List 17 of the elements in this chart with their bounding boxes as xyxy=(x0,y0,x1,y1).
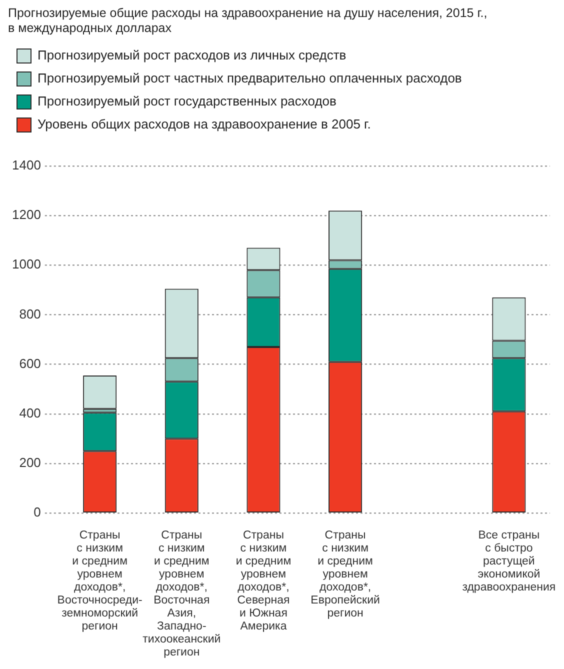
x-tick-label: Страны с низким и средним уровнем доходов*, Северная и Южная Америка xyxy=(236,530,292,633)
y-tick-label: 200 xyxy=(19,455,41,470)
y-tick-label: 1000 xyxy=(12,256,41,272)
chart-title: Прогнозируемые общие расходы на здравоохранение на душу населения, 2015 г., в международных долларах xyxy=(8,6,488,35)
legend-label: Прогнозируемый рост частных предварительно оплаченных расходов xyxy=(38,70,462,86)
x-tick-label: Все страны с быстро растущей экономикой здравоохранения xyxy=(462,530,556,594)
y-tick-label: 400 xyxy=(19,405,41,420)
y-tick-label: 0 xyxy=(34,504,41,520)
x-tick-label: Страны с низким и средним уровнем доходов*, Европейский регион xyxy=(310,530,380,620)
y-tick-label: 800 xyxy=(19,306,41,322)
y-tick-label: 600 xyxy=(19,356,41,371)
legend-label: Уровень общих расходов на здравоохранение в 2005 г. xyxy=(38,116,371,132)
y-tick-label: 1400 xyxy=(12,158,41,173)
category-label: Страны с низким и средним уровнем доходов*, Восточная Азия, Западно- тихоокеанский регион xyxy=(142,530,221,659)
y-tick-label: 1200 xyxy=(12,207,41,222)
legend-label: Прогнозируемый рост государственных расходов xyxy=(38,94,337,109)
legend-label: Прогнозируемый рост расходов из личных средств xyxy=(38,48,346,63)
